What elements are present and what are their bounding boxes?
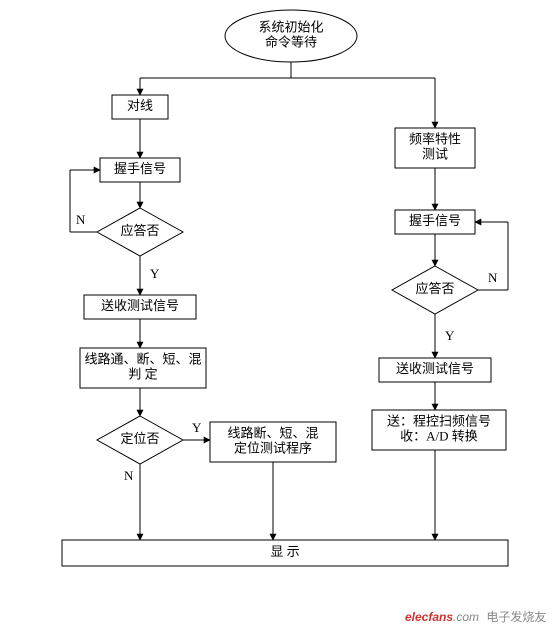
node-dingwei_box: 线路断、短、混定位测试程序 — [210, 422, 336, 462]
svg-text:Y: Y — [445, 328, 455, 343]
svg-text:系统初始化: 系统初始化 — [258, 19, 323, 34]
node-woshou_l: 握手信号 — [100, 158, 180, 182]
node-songcheng: 送：程控扫频信号收：A/D 转换 — [372, 410, 506, 450]
node-pinlv: 频率特性测试 — [395, 128, 475, 168]
node-yingda_l: 应答否 — [97, 208, 183, 256]
svg-text:收：A/D 转换: 收：A/D 转换 — [400, 428, 478, 443]
watermark-suffix: .com — [453, 610, 479, 624]
node-songshou_r: 送收测试信号 — [379, 358, 491, 382]
node-xianshi: 显 示 — [62, 540, 508, 566]
svg-text:N: N — [76, 212, 86, 227]
svg-text:N: N — [124, 468, 134, 483]
node-duixian: 对线 — [112, 95, 168, 119]
svg-text:定位测试程序: 定位测试程序 — [234, 440, 312, 455]
watermark: elecfans.com 电子发烧友 — [405, 608, 546, 625]
svg-text:送收测试信号: 送收测试信号 — [396, 361, 474, 376]
node-yingda_r: 应答否 — [392, 266, 478, 314]
svg-text:频率特性: 频率特性 — [409, 131, 461, 146]
svg-text:握手信号: 握手信号 — [114, 161, 166, 176]
node-xianlu_l: 线路通、断、短、混判 定 — [80, 348, 206, 388]
svg-text:送收测试信号: 送收测试信号 — [101, 298, 179, 313]
svg-text:线路通、断、短、混: 线路通、断、短、混 — [84, 351, 201, 366]
svg-text:应答否: 应答否 — [120, 223, 159, 238]
watermark-brand: elecfans — [405, 610, 453, 624]
svg-text:Y: Y — [150, 266, 160, 281]
node-songshou_l: 送收测试信号 — [84, 295, 196, 319]
flowchart: NYYNNY系统初始化命令等待对线握手信号应答否送收测试信号线路通、断、短、混判… — [0, 0, 556, 631]
svg-text:握手信号: 握手信号 — [409, 213, 461, 228]
svg-text:N: N — [488, 270, 498, 285]
node-start: 系统初始化命令等待 — [225, 10, 357, 62]
svg-text:线路断、短、混: 线路断、短、混 — [227, 425, 318, 440]
node-woshou_r: 握手信号 — [395, 210, 475, 234]
svg-text:对线: 对线 — [127, 98, 153, 113]
node-dingwei: 定位否 — [97, 416, 183, 464]
svg-text:应答否: 应答否 — [415, 281, 454, 296]
svg-text:送：程控扫频信号: 送：程控扫频信号 — [387, 413, 491, 428]
svg-text:命令等待: 命令等待 — [265, 34, 317, 49]
svg-text:测试: 测试 — [422, 146, 448, 161]
svg-text:显 示: 显 示 — [270, 544, 299, 559]
watermark-tagline: 电子发烧友 — [486, 610, 546, 624]
svg-text:判 定: 判 定 — [128, 366, 157, 381]
svg-text:Y: Y — [192, 420, 202, 435]
svg-text:定位否: 定位否 — [120, 431, 159, 446]
